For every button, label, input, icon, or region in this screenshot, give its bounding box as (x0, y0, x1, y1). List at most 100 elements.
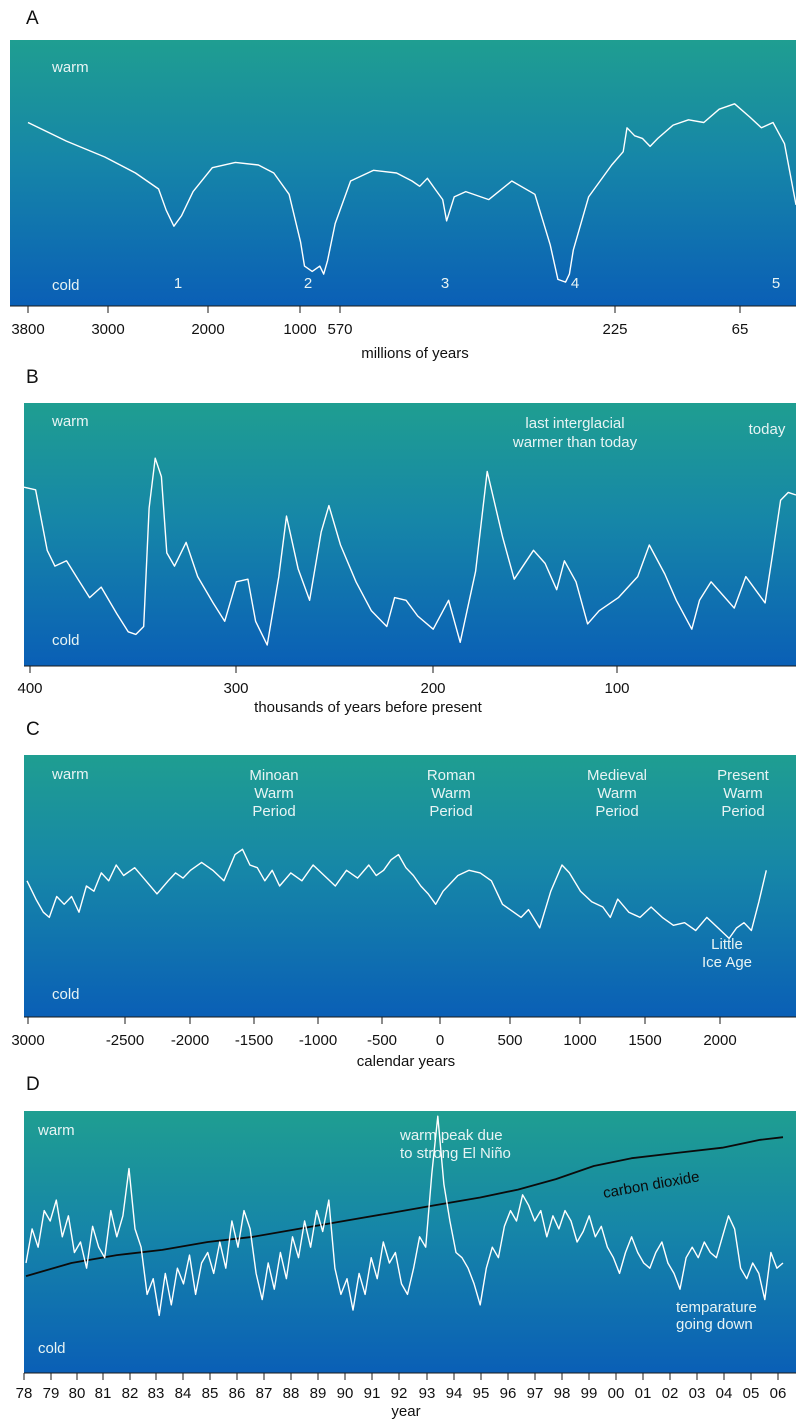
x-tick-label: 89 (310, 1385, 327, 1402)
x-tick-label: 92 (391, 1385, 408, 1402)
annotation-little-ice-age: Ice Age (702, 954, 752, 971)
annotation-present: Warm (723, 785, 762, 802)
x-tick-label: 00 (608, 1385, 625, 1402)
annotation-interglacial: warmer than today (512, 434, 638, 451)
x-tick-label: 80 (69, 1385, 86, 1402)
annotation-roman: Roman (427, 767, 475, 784)
annotation-present: Present (717, 767, 770, 784)
panel-label: B (26, 367, 39, 388)
cold-label: cold (52, 277, 80, 294)
annotation-little-ice-age: Little (711, 936, 743, 953)
x-tick-label: 97 (527, 1385, 544, 1402)
x-tick-label: 300 (223, 680, 248, 697)
warm-label: warm (51, 766, 89, 783)
x-tick-label: 99 (581, 1385, 598, 1402)
annotation-medieval: Period (595, 803, 638, 820)
x-tick-label: 03 (689, 1385, 706, 1402)
x-tick-label: 86 (229, 1385, 246, 1402)
x-tick-label: 88 (283, 1385, 300, 1402)
x-tick-label: -1500 (235, 1032, 273, 1049)
cold-label: cold (52, 986, 80, 1003)
x-tick-label: 65 (732, 321, 749, 338)
x-tick-label: 93 (419, 1385, 436, 1402)
x-tick-label: 1500 (628, 1032, 661, 1049)
x-tick-label: 3800 (11, 321, 44, 338)
x-tick-label: -2500 (106, 1032, 144, 1049)
ice-age-marker: 1 (174, 275, 182, 292)
x-tick-label: 79 (43, 1385, 60, 1402)
series-line-a-0 (27, 103, 797, 283)
x-tick-label: 94 (446, 1385, 463, 1402)
warm-label: warm (51, 413, 89, 430)
panel-b-background (24, 403, 796, 666)
x-tick-label: 2000 (191, 321, 224, 338)
x-axis-title: thousands of years before present (254, 699, 482, 716)
panel-label: C (26, 719, 40, 740)
annotation-medieval: Warm (597, 785, 636, 802)
annotation-interglacial: last interglacial (525, 415, 624, 432)
ice-age-marker: 4 (571, 275, 579, 292)
annotation-medieval: Medieval (587, 767, 647, 784)
x-tick-label: 98 (554, 1385, 571, 1402)
x-tick-label: 95 (473, 1385, 490, 1402)
x-tick-label: 3000 (11, 1032, 44, 1049)
cold-label: cold (52, 632, 80, 649)
annotation-minoan: Period (252, 803, 295, 820)
x-tick-label: 91 (364, 1385, 381, 1402)
series-line-d-0 (25, 1136, 784, 1277)
series-line-d-1 (25, 1115, 784, 1317)
x-tick-label: 81 (95, 1385, 112, 1402)
x-tick-label: 82 (122, 1385, 139, 1402)
x-tick-label: 02 (662, 1385, 679, 1402)
series-line-c-0 (26, 848, 767, 940)
x-tick-label: 90 (337, 1385, 354, 1402)
ice-age-marker: 5 (772, 275, 780, 292)
annotation-today: today (749, 421, 786, 438)
x-axis-title: year (391, 1403, 420, 1420)
x-tick-label: 100 (604, 680, 629, 697)
annotation-present: Period (721, 803, 764, 820)
annotation-roman: Warm (431, 785, 470, 802)
x-tick-label: 78 (16, 1385, 33, 1402)
x-tick-label: -1000 (299, 1032, 337, 1049)
x-tick-label: -2000 (171, 1032, 209, 1049)
x-tick-label: 87 (256, 1385, 273, 1402)
annotation-minoan: Warm (254, 785, 293, 802)
x-tick-label: 85 (202, 1385, 219, 1402)
series-line-b-0 (23, 457, 797, 646)
x-tick-label: 2000 (703, 1032, 736, 1049)
annotation-minoan: Minoan (249, 767, 298, 784)
x-tick-label: 3000 (91, 321, 124, 338)
x-tick-label: 04 (716, 1385, 733, 1402)
annotation-el-nino: to strong El Niño (400, 1145, 511, 1162)
x-tick-label: 84 (175, 1385, 192, 1402)
x-tick-label: 01 (635, 1385, 652, 1402)
x-tick-label: 200 (420, 680, 445, 697)
annotation-temp-down: temparature (676, 1299, 757, 1316)
annotation-roman: Period (429, 803, 472, 820)
x-tick-label: 05 (743, 1385, 760, 1402)
x-tick-label: 225 (602, 321, 627, 338)
x-tick-label: 96 (500, 1385, 517, 1402)
cold-label: cold (38, 1340, 66, 1357)
x-tick-label: 570 (327, 321, 352, 338)
panel-c-background (24, 755, 796, 1017)
warm-label: warm (51, 59, 89, 76)
x-tick-label: 1000 (283, 321, 316, 338)
x-tick-label: 06 (770, 1385, 787, 1402)
x-tick-label: -500 (367, 1032, 397, 1049)
ice-age-marker: 3 (441, 275, 449, 292)
x-tick-label: 400 (17, 680, 42, 697)
panel-a-background (10, 40, 796, 306)
x-axis-title: millions of years (361, 345, 469, 362)
x-tick-label: 500 (497, 1032, 522, 1049)
annotation-el-nino: warm peak due (399, 1127, 503, 1144)
x-axis-title: calendar years (357, 1053, 455, 1070)
x-tick-label: 0 (436, 1032, 444, 1049)
ice-age-marker: 2 (304, 275, 312, 292)
annotation-temp-down: going down (676, 1316, 753, 1333)
x-tick-label: 83 (148, 1385, 165, 1402)
panel-label: D (26, 1074, 40, 1095)
x-tick-label: 1000 (563, 1032, 596, 1049)
